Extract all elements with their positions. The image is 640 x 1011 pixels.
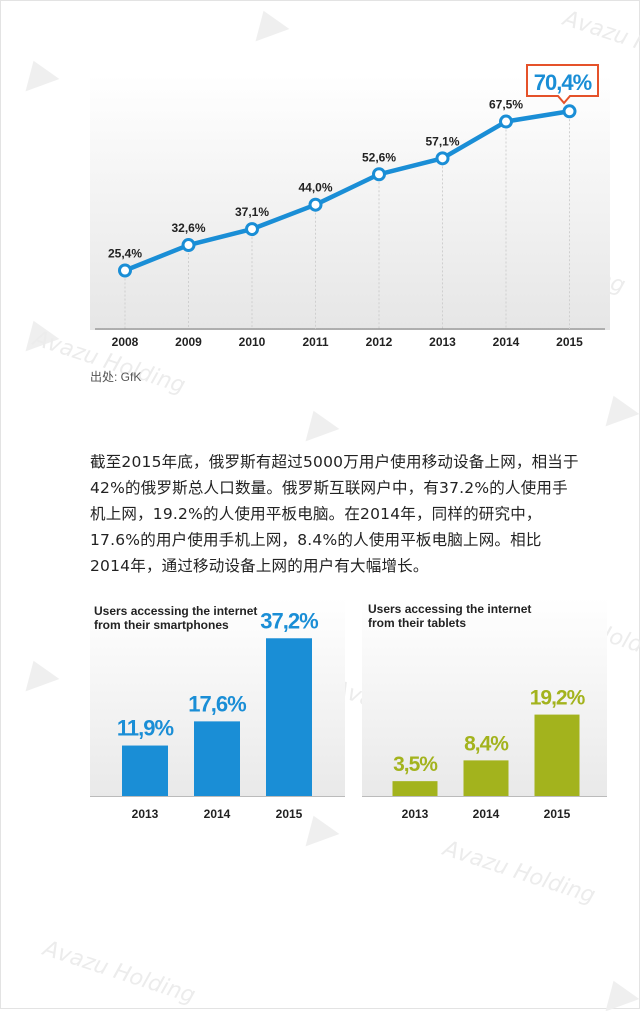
- x-tick-2010: 2010: [239, 335, 266, 349]
- tablet-bar-chart: Users accessing the internet from their …: [362, 598, 607, 821]
- plot-background: [90, 75, 610, 330]
- chart-title-line: Users accessing the internet: [94, 604, 257, 618]
- data-point-2010: [245, 222, 259, 237]
- data-label-2014: 67,5%: [489, 98, 523, 112]
- x-tick-2013: 2013: [402, 807, 429, 821]
- body-paragraph: 截至2015年底，俄罗斯有超过5000万用户使用移动设备上网，相当于 42%的俄…: [90, 449, 635, 579]
- bar-2014: [463, 760, 509, 796]
- data-label-2013: 57,1%: [425, 134, 459, 148]
- data-label-2008: 25,4%: [108, 247, 142, 261]
- data-point-2012: [372, 167, 386, 182]
- data-label-2009: 32,6%: [171, 221, 205, 235]
- bar-2015: [266, 638, 312, 796]
- x-tick-2015: 2015: [556, 335, 583, 349]
- data-point-2008: [118, 263, 132, 278]
- x-tick-2009: 2009: [175, 335, 202, 349]
- bar-value-label-2015: 37,2%: [260, 608, 318, 633]
- smartphone-bar-chart: Users accessing the internet from their …: [90, 598, 345, 821]
- paragraph-line: 42%的俄罗斯总人口数量。俄罗斯互联网户中，有37.2%的人使用手: [90, 479, 568, 497]
- bar-value-label-2014: 8,4%: [464, 732, 509, 755]
- data-point-2015: [562, 104, 577, 119]
- x-tick-2012: 2012: [366, 335, 393, 349]
- internet-penetration-line-chart: 25,4% 32,6% 37,1% 44,0% 52,6% 57,1% 67,5% 2008…: [90, 64, 610, 349]
- bar-2013: [392, 781, 438, 796]
- chart-title-line: Users accessing the internet: [368, 602, 531, 616]
- x-tick-2014: 2014: [204, 807, 231, 821]
- bar-value-label-2013: 11,9%: [117, 716, 174, 741]
- highlight-callout-label: 70,4%: [534, 70, 592, 95]
- highlight-callout-box: [526, 64, 599, 105]
- x-tick-2015: 2015: [276, 807, 303, 821]
- chart-title-line: from their smartphones: [94, 618, 229, 632]
- x-tick-2013: 2013: [132, 807, 159, 821]
- data-label-2012: 52,6%: [362, 150, 396, 164]
- data-point-2009: [181, 238, 196, 253]
- paragraph-line: 17.6%的用户使用手机上网，8.4%的人使用平板电脑上网。相比: [90, 531, 542, 549]
- bar-value-label-2013: 3,5%: [393, 753, 438, 776]
- data-point-2013: [435, 151, 450, 166]
- x-tick-2015: 2015: [544, 807, 571, 821]
- x-tick-2014: 2014: [473, 807, 500, 821]
- paragraph-line: 机上网，19.2%的人使用平板电脑。在2014年，同样的研究中，: [90, 505, 542, 523]
- x-tick-2008: 2008: [112, 335, 139, 349]
- data-label-2011: 44,0%: [298, 181, 332, 195]
- bar-2014: [194, 721, 240, 796]
- paragraph-line: 2014年，通过移动设备上网的用户有大幅增长。: [90, 557, 429, 575]
- data-point-2011: [308, 197, 323, 212]
- bar-value-label-2014: 17,6%: [188, 691, 246, 716]
- chart-title-line: from their tablets: [368, 616, 466, 630]
- chart-source: 出处: GfK: [90, 370, 142, 384]
- series-line: [122, 109, 572, 273]
- paragraph-line: 截至2015年底，俄罗斯有超过5000万用户使用移动设备上网，相当于: [90, 453, 579, 471]
- data-point-2014: [499, 114, 513, 129]
- bar-2015: [534, 714, 580, 796]
- data-label-2010: 37,1%: [235, 205, 269, 219]
- x-tick-2014: 2014: [493, 335, 520, 349]
- bar-2013: [122, 745, 168, 796]
- bar-value-label-2015: 19,2%: [530, 687, 586, 710]
- x-tick-2013: 2013: [429, 335, 456, 349]
- x-tick-2011: 2011: [302, 335, 328, 349]
